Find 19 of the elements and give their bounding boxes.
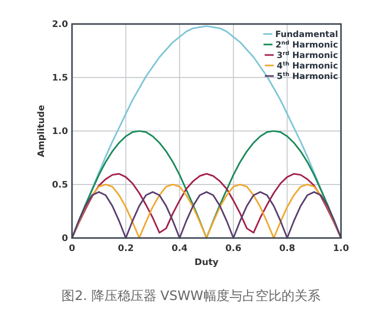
x-tick-label: 0.6 [225,244,242,254]
y-tick-label: 2.0 [52,20,68,30]
x-tick-label: 0 [68,244,76,254]
x-tick-label: 1.0 [333,244,349,254]
legend-label: Fundamental [275,30,338,40]
legend-label: 2$^{nd}$ Harmonic [276,40,338,50]
y-tick-label: 0.5 [52,180,68,190]
y-tick-label: 1.5 [52,74,68,84]
legend-label: 5$^{th}$ Harmonic [276,71,338,82]
x-tick-label: 0.8 [279,244,296,254]
x-tick-label: 0.4 [172,244,188,254]
legend-label: 4$^{th}$ Harmonic [276,60,338,72]
x-axis-title: Duty [194,258,219,268]
x-tick-label: 0.2 [118,244,134,254]
legend-label: 3$^{rd}$ Harmonic [276,50,338,61]
y-tick-label: 0 [62,234,68,244]
y-axis-title: Amplitude [37,104,47,158]
y-tick-label: 1.0 [52,127,68,137]
caption: 图2. 降压稳压器 VSWW幅度与占空比的关系 [62,288,320,304]
